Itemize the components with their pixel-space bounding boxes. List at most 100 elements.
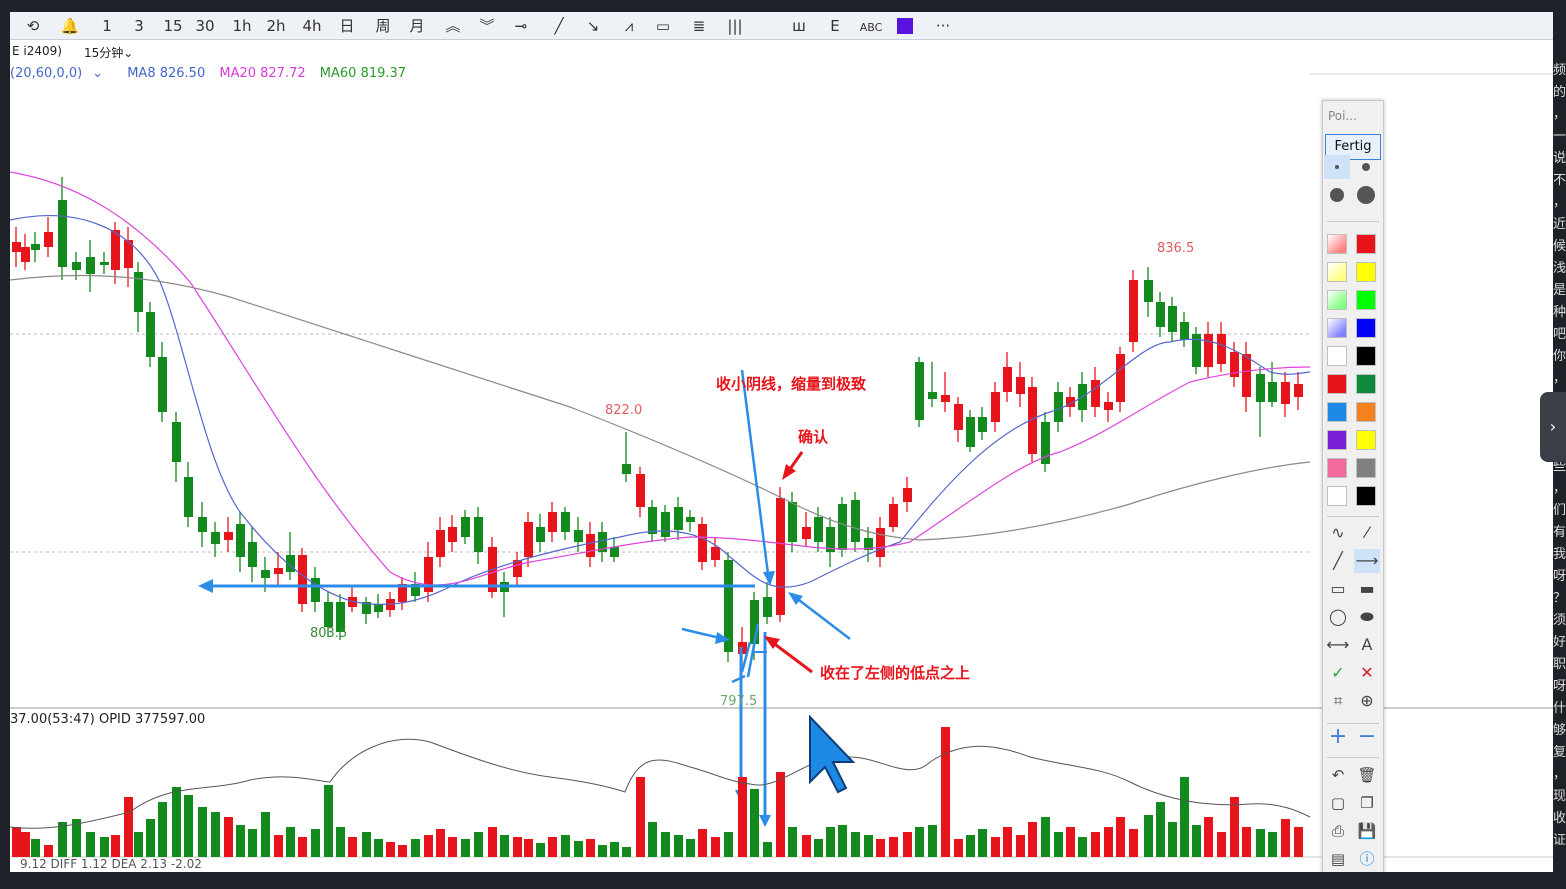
tool-minus-button[interactable]: − bbox=[1354, 725, 1380, 749]
candle-body bbox=[1268, 382, 1277, 402]
toolbar-p30-button[interactable]: 30 bbox=[192, 15, 218, 37]
tool-copy-button[interactable]: ❐ bbox=[1354, 791, 1380, 815]
tool-check-button[interactable]: ✓ bbox=[1325, 661, 1351, 685]
pointer-arrow-line bbox=[740, 369, 770, 575]
tool-filled-rect-button[interactable]: ▬ bbox=[1354, 577, 1380, 601]
period-select[interactable]: 15分钟⌄ bbox=[84, 44, 133, 61]
color-swatch-8[interactable] bbox=[1356, 318, 1376, 338]
point-size-1-button[interactable] bbox=[1324, 155, 1350, 179]
tool-save-button[interactable]: 💾 bbox=[1354, 819, 1380, 843]
point-size-4-button[interactable] bbox=[1353, 183, 1379, 207]
color-swatch-9[interactable] bbox=[1327, 346, 1347, 366]
color-swatch-3[interactable] bbox=[1327, 262, 1347, 282]
candlestick-chart[interactable] bbox=[10, 12, 1553, 872]
ma-params[interactable]: (20,60,0,0) ⌄ bbox=[10, 66, 113, 81]
toolbar-abc-button[interactable]: ABC bbox=[856, 15, 886, 37]
toolbar-period-button[interactable]: ш bbox=[786, 15, 812, 37]
toolbar-down-button[interactable]: ︾ bbox=[474, 15, 500, 37]
tool-print-button[interactable]: ⎙ bbox=[1325, 819, 1351, 843]
toolbar-line-button[interactable]: ╱ bbox=[546, 15, 572, 37]
color-swatch-4[interactable] bbox=[1356, 262, 1376, 282]
color-swatch-13[interactable] bbox=[1327, 402, 1347, 422]
color-swatch-5[interactable] bbox=[1327, 290, 1347, 310]
toolbar-week-button[interactable]: 周 bbox=[370, 15, 396, 37]
tool-zoom-button[interactable]: ⊕ bbox=[1354, 689, 1380, 713]
toolbar-more-button[interactable]: ··· bbox=[928, 15, 958, 37]
toolbar-wave-button[interactable]: ⩘ bbox=[616, 15, 642, 37]
toolbar-p15-button[interactable]: 15 bbox=[160, 15, 186, 37]
color-swatch-20[interactable] bbox=[1356, 486, 1376, 506]
tool-crop-button[interactable]: ⌗ bbox=[1325, 689, 1351, 713]
transcript-char: 的 bbox=[1553, 85, 1566, 100]
toolbar-color-button[interactable] bbox=[894, 15, 916, 37]
volume-bar bbox=[788, 827, 797, 857]
point-size-2-button[interactable] bbox=[1353, 155, 1379, 179]
tool-filled-ellipse-button[interactable]: ⬬ bbox=[1354, 605, 1380, 629]
tool-undo-button[interactable]: ↶ bbox=[1325, 763, 1351, 787]
toolbar-p3-button[interactable]: 3 bbox=[128, 15, 150, 37]
tool-text-button[interactable]: A bbox=[1354, 633, 1380, 657]
tool-trash-button[interactable]: 🗑 bbox=[1354, 763, 1380, 787]
toolbar-fib-button[interactable]: ≣ bbox=[686, 15, 712, 37]
toolbar-bar-button[interactable]: ⊸ bbox=[508, 15, 534, 37]
color-swatch-14[interactable] bbox=[1356, 402, 1376, 422]
color-swatch-16[interactable] bbox=[1356, 430, 1376, 450]
toolbar-p1-button[interactable]: 1 bbox=[96, 15, 118, 37]
tool-plus-button[interactable]: + bbox=[1325, 725, 1351, 749]
tool-image-button[interactable]: ▤ bbox=[1325, 847, 1351, 871]
volume-bar bbox=[903, 832, 912, 857]
toolbar-text-button[interactable]: E bbox=[824, 15, 846, 37]
toolbar-draw-button[interactable]: ⟲ bbox=[18, 15, 48, 37]
toolbar-h2-button[interactable]: 2h bbox=[262, 15, 290, 37]
color-swatch-12[interactable] bbox=[1356, 374, 1376, 394]
color-swatch-18[interactable] bbox=[1356, 458, 1376, 478]
point-size-3-button[interactable] bbox=[1324, 183, 1350, 207]
color-swatch-15[interactable] bbox=[1327, 430, 1347, 450]
tool-line-button[interactable]: ╱ bbox=[1325, 549, 1351, 573]
transcript-char: 有 bbox=[1553, 525, 1566, 540]
mouse-cursor-icon bbox=[809, 714, 856, 794]
volume-bar bbox=[586, 839, 595, 857]
tool-arrow-button[interactable]: ⟶ bbox=[1354, 549, 1380, 573]
candle-body bbox=[124, 240, 133, 268]
transcript-char: 证 bbox=[1553, 833, 1566, 848]
collapse-panel-button[interactable]: › bbox=[1540, 392, 1566, 462]
candle-body bbox=[1256, 374, 1265, 402]
volume-bar bbox=[648, 822, 657, 857]
color-swatch-17[interactable] bbox=[1327, 458, 1347, 478]
tool-brush-button[interactable]: ⁄ bbox=[1354, 521, 1380, 545]
price-label-797: 797.5 bbox=[720, 694, 758, 709]
tool-rect-button[interactable]: ▭ bbox=[1325, 577, 1351, 601]
tool-ellipse-button[interactable]: ◯ bbox=[1325, 605, 1351, 629]
color-swatch-7[interactable] bbox=[1327, 318, 1347, 338]
toolbar-day-button[interactable]: 日 bbox=[334, 15, 360, 37]
color-swatch-2[interactable] bbox=[1356, 234, 1376, 254]
color-swatch-10[interactable] bbox=[1356, 346, 1376, 366]
annotation-above-low: 收在了左侧的低点之上 bbox=[820, 664, 971, 682]
toolbar-rect-button[interactable]: ▭ bbox=[650, 15, 676, 37]
toolbar-h1-button[interactable]: 1h bbox=[228, 15, 256, 37]
toolbar-ray-button[interactable]: ↘ bbox=[580, 15, 606, 37]
tool-freehand-button[interactable]: ∿ bbox=[1325, 521, 1351, 545]
toolbar-bell-icon: 🔔 bbox=[60, 17, 80, 35]
candle-body bbox=[1217, 334, 1226, 364]
tool-measure-button[interactable]: ⟷ bbox=[1325, 633, 1351, 657]
tool-info-button[interactable]: ⓘ bbox=[1354, 847, 1380, 871]
color-swatch-11[interactable] bbox=[1327, 374, 1347, 394]
copy-icon: ❐ bbox=[1360, 794, 1374, 812]
tool-new-button[interactable]: ▢ bbox=[1325, 791, 1351, 815]
color-swatch-1[interactable] bbox=[1327, 234, 1347, 254]
color-swatch-19[interactable] bbox=[1327, 486, 1347, 506]
candle-body bbox=[44, 232, 53, 247]
volume-bar bbox=[324, 785, 333, 857]
toolbar-up-button[interactable]: ︽ bbox=[440, 15, 466, 37]
toolbar-bell-button[interactable]: 🔔 bbox=[55, 15, 85, 37]
color-swatch-6[interactable] bbox=[1356, 290, 1376, 310]
done-button[interactable]: Fertig bbox=[1325, 134, 1381, 160]
dot-icon bbox=[1357, 186, 1375, 204]
toolbar-h4-button[interactable]: 4h bbox=[298, 15, 326, 37]
toolbar-vlines-button[interactable]: ||| bbox=[722, 15, 748, 37]
tool-delete-x-button[interactable]: ✕ bbox=[1354, 661, 1380, 685]
toolbar-month-button[interactable]: 月 bbox=[404, 15, 430, 37]
